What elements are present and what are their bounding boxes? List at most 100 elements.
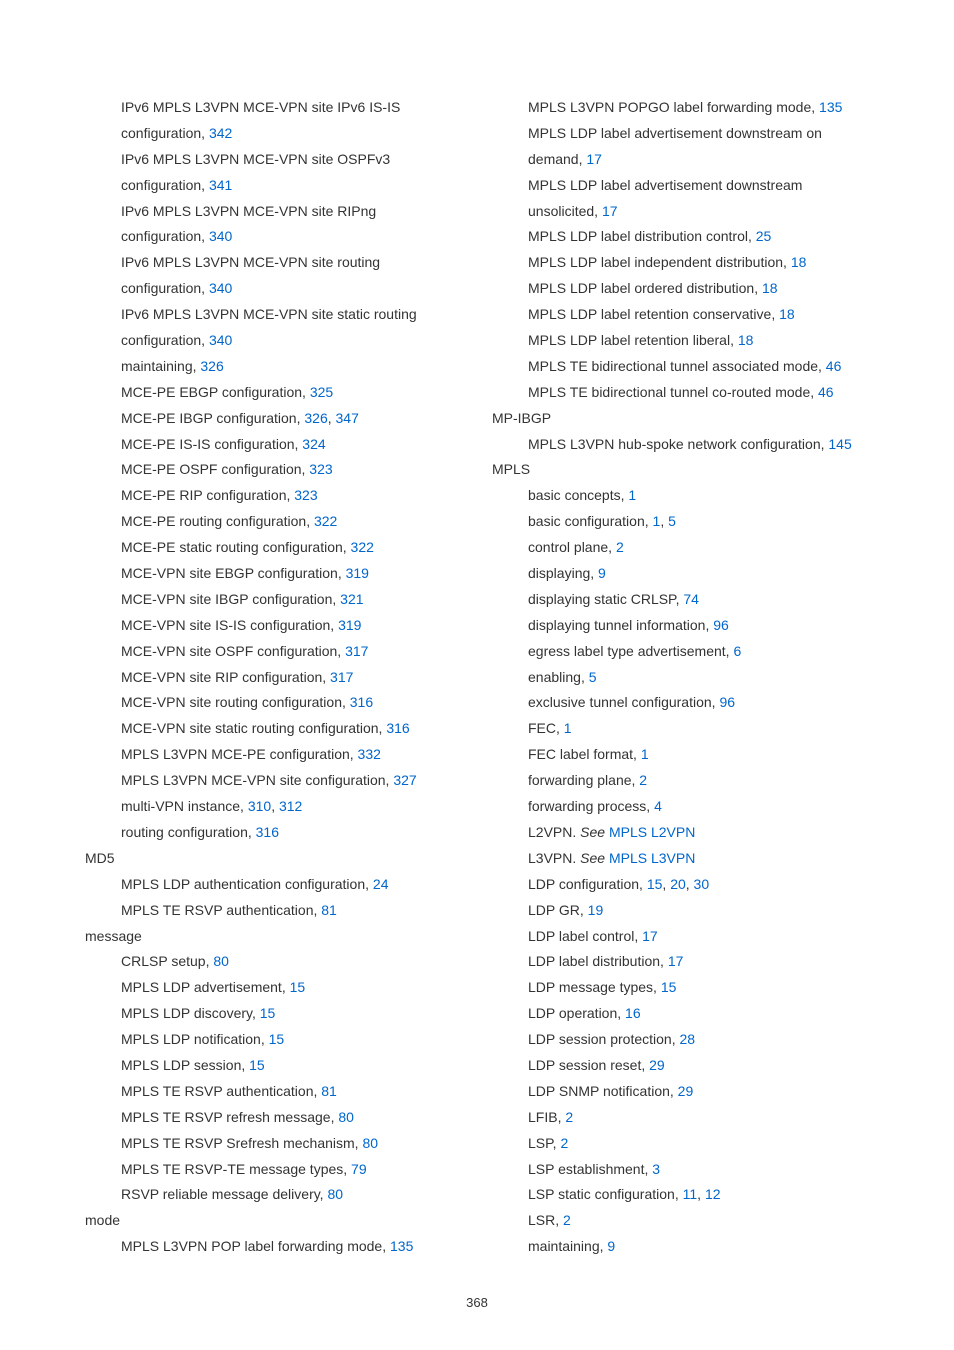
page-link[interactable]: 322	[351, 539, 374, 555]
page-link[interactable]: 12	[705, 1186, 721, 1202]
page-link[interactable]: 2	[565, 1109, 573, 1125]
page-link[interactable]: 15	[249, 1057, 265, 1073]
page-link[interactable]: 81	[321, 902, 337, 918]
page-link[interactable]: 6	[733, 643, 741, 659]
page-link[interactable]: 2	[563, 1212, 571, 1228]
page-link[interactable]: 11	[683, 1186, 698, 1202]
page-link[interactable]: 317	[345, 643, 368, 659]
page-link[interactable]: 20	[670, 876, 686, 892]
page-link[interactable]: 46	[826, 358, 842, 374]
page-link[interactable]: 96	[713, 617, 729, 633]
page-link[interactable]: 29	[649, 1057, 665, 1073]
page-link[interactable]: 324	[302, 436, 325, 452]
index-text: LDP label distribution,	[528, 953, 668, 969]
page-link[interactable]: 15	[260, 1005, 276, 1021]
page-link[interactable]: 135	[390, 1238, 413, 1254]
page-link[interactable]: 326	[200, 358, 223, 374]
index-text: MPLS LDP advertisement,	[121, 979, 290, 995]
page-link[interactable]: 5	[668, 513, 676, 529]
page-link[interactable]: 46	[818, 384, 834, 400]
page-link[interactable]: 312	[279, 798, 302, 814]
page-link[interactable]: 326	[304, 410, 327, 426]
page-link[interactable]: 24	[373, 876, 389, 892]
page-link[interactable]: 325	[310, 384, 333, 400]
page-link[interactable]: 15	[647, 876, 663, 892]
page-link[interactable]: 18	[779, 306, 795, 322]
page-link[interactable]: 1	[641, 746, 649, 762]
page-link[interactable]: 2	[639, 772, 647, 788]
page-link[interactable]: 16	[625, 1005, 641, 1021]
index-text: ,	[686, 876, 694, 892]
page-link[interactable]: 25	[756, 228, 772, 244]
page-link[interactable]: 28	[680, 1031, 696, 1047]
page-link[interactable]: 74	[683, 591, 699, 607]
page-link[interactable]: 29	[678, 1083, 694, 1099]
page-link[interactable]: 80	[338, 1109, 354, 1125]
page-link[interactable]: 310	[248, 798, 271, 814]
page-link[interactable]: 319	[338, 617, 361, 633]
page-link[interactable]: 145	[828, 436, 851, 452]
index-text: LSP static configuration,	[528, 1186, 683, 1202]
page-link[interactable]: 316	[350, 694, 373, 710]
index-text: RSVP reliable message delivery,	[121, 1186, 327, 1202]
index-text: MCE-VPN site RIP configuration,	[121, 669, 330, 685]
page-link[interactable]: MPLS L3VPN	[609, 850, 695, 866]
page-link[interactable]: 332	[358, 746, 381, 762]
page-link[interactable]: 2	[560, 1135, 568, 1151]
page-link[interactable]: 3	[652, 1161, 660, 1177]
index-text: IPv6 MPLS L3VPN MCE-VPN site OSPFv3 conf…	[121, 151, 390, 193]
page-link[interactable]: 17	[586, 151, 602, 167]
page-link[interactable]: 81	[321, 1083, 337, 1099]
page-link[interactable]: 17	[602, 203, 618, 219]
page-link[interactable]: 340	[209, 228, 232, 244]
page-link[interactable]: 19	[588, 902, 604, 918]
page-link[interactable]: 342	[209, 125, 232, 141]
index-entry: MPLS LDP authentication configuration, 2…	[85, 872, 462, 898]
page-link[interactable]: 316	[386, 720, 409, 736]
index-entry: control plane, 2	[492, 535, 869, 561]
page-link[interactable]: 9	[607, 1238, 615, 1254]
page-link[interactable]: 15	[269, 1031, 285, 1047]
page-link[interactable]: 1	[564, 720, 572, 736]
page-link[interactable]: 340	[209, 332, 232, 348]
page-link[interactable]: 322	[314, 513, 337, 529]
page-link[interactable]: 316	[256, 824, 279, 840]
page-link[interactable]: 135	[819, 99, 842, 115]
page-link[interactable]: 340	[209, 280, 232, 296]
index-entry: LSR, 2	[492, 1208, 869, 1234]
page-link[interactable]: 347	[336, 410, 359, 426]
page-link[interactable]: 80	[362, 1135, 378, 1151]
page-link[interactable]: 5	[589, 669, 597, 685]
index-columns: IPv6 MPLS L3VPN MCE-VPN site IPv6 IS-IS …	[85, 95, 869, 1260]
index-text: LDP message types,	[528, 979, 661, 995]
page-link[interactable]: 30	[694, 876, 710, 892]
page-link[interactable]: 321	[340, 591, 363, 607]
page-link[interactable]: 317	[330, 669, 353, 685]
page-link[interactable]: 2	[616, 539, 624, 555]
index-text: IPv6 MPLS L3VPN MCE-VPN site routing con…	[121, 254, 380, 296]
page-link[interactable]: 80	[327, 1186, 343, 1202]
page-link[interactable]: 323	[309, 461, 332, 477]
page-link[interactable]: 4	[654, 798, 662, 814]
page-link[interactable]: 15	[661, 979, 677, 995]
page-link[interactable]: 18	[738, 332, 754, 348]
page-link[interactable]: 323	[294, 487, 317, 503]
page-link[interactable]: 15	[290, 979, 306, 995]
page-link[interactable]: MPLS L2VPN	[609, 824, 695, 840]
page-link[interactable]: 18	[762, 280, 778, 296]
page-link[interactable]: 9	[598, 565, 606, 581]
index-entry: routing configuration, 316	[85, 820, 462, 846]
page-link[interactable]: 17	[642, 928, 658, 944]
page-link[interactable]: 96	[719, 694, 735, 710]
page-link[interactable]: 79	[351, 1161, 367, 1177]
page-link[interactable]: 80	[213, 953, 229, 969]
index-entry: MPLS LDP label distribution control, 25	[492, 224, 869, 250]
index-text: maintaining,	[528, 1238, 607, 1254]
page-link[interactable]: 1	[628, 487, 636, 503]
page-link[interactable]: 17	[668, 953, 684, 969]
page-link[interactable]: 327	[393, 772, 416, 788]
page-link[interactable]: 18	[791, 254, 807, 270]
index-entry: maintaining, 9	[492, 1234, 869, 1260]
page-link[interactable]: 319	[346, 565, 369, 581]
page-link[interactable]: 341	[209, 177, 232, 193]
